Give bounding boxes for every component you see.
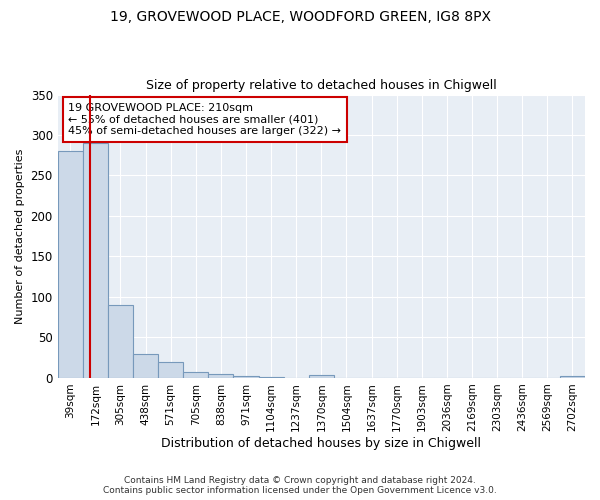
Text: Contains HM Land Registry data © Crown copyright and database right 2024.
Contai: Contains HM Land Registry data © Crown c… bbox=[103, 476, 497, 495]
Bar bbox=[208, 374, 233, 378]
Y-axis label: Number of detached properties: Number of detached properties bbox=[15, 148, 25, 324]
Bar bbox=[183, 372, 208, 378]
Bar bbox=[259, 377, 284, 378]
Bar bbox=[108, 305, 133, 378]
Bar bbox=[309, 374, 334, 378]
Text: 19, GROVEWOOD PLACE, WOODFORD GREEN, IG8 8PX: 19, GROVEWOOD PLACE, WOODFORD GREEN, IG8… bbox=[110, 10, 491, 24]
Bar bbox=[83, 143, 108, 378]
Title: Size of property relative to detached houses in Chigwell: Size of property relative to detached ho… bbox=[146, 79, 497, 92]
Bar bbox=[133, 354, 158, 378]
Bar bbox=[560, 376, 585, 378]
Bar bbox=[233, 376, 259, 378]
Bar bbox=[58, 151, 83, 378]
Bar bbox=[158, 362, 183, 378]
X-axis label: Distribution of detached houses by size in Chigwell: Distribution of detached houses by size … bbox=[161, 437, 481, 450]
Text: 19 GROVEWOOD PLACE: 210sqm
← 55% of detached houses are smaller (401)
45% of sem: 19 GROVEWOOD PLACE: 210sqm ← 55% of deta… bbox=[68, 103, 341, 136]
